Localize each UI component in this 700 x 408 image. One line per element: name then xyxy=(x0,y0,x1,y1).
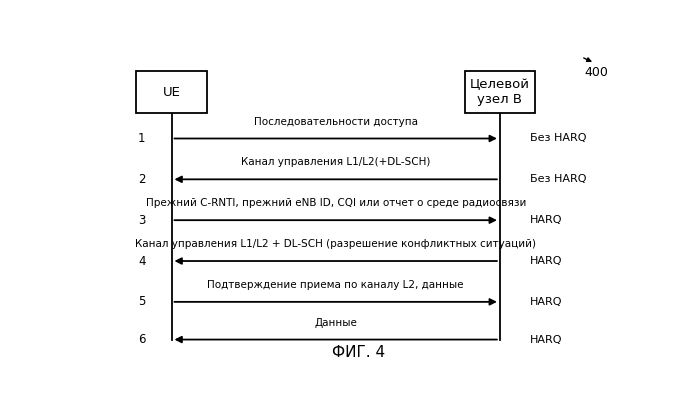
Text: Канал управления L1/L2(+DL-SCH): Канал управления L1/L2(+DL-SCH) xyxy=(241,157,430,167)
Text: 3: 3 xyxy=(138,214,146,227)
Text: HARQ: HARQ xyxy=(530,215,562,225)
Text: Целевой
узел В: Целевой узел В xyxy=(470,78,530,106)
Text: HARQ: HARQ xyxy=(530,335,562,345)
Text: Без HARQ: Без HARQ xyxy=(530,174,586,184)
Text: HARQ: HARQ xyxy=(530,297,562,307)
Text: Подтверждение приема по каналу L2, данные: Подтверждение приема по каналу L2, данны… xyxy=(207,280,464,290)
Text: UE: UE xyxy=(162,86,181,99)
Text: Без HARQ: Без HARQ xyxy=(530,133,586,144)
Text: 6: 6 xyxy=(138,333,146,346)
Text: 400: 400 xyxy=(584,66,608,79)
Text: Последовательности доступа: Последовательности доступа xyxy=(253,117,418,126)
Bar xyxy=(465,71,535,113)
Text: 2: 2 xyxy=(138,173,146,186)
Text: 5: 5 xyxy=(138,295,146,308)
Text: Данные: Данные xyxy=(314,317,357,328)
Text: HARQ: HARQ xyxy=(530,256,562,266)
Text: ФИГ. 4: ФИГ. 4 xyxy=(332,345,385,360)
Bar xyxy=(136,71,207,113)
Text: Прежний C-RNTI, прежний eNB ID, CQI или отчет о среде радиосвязи: Прежний C-RNTI, прежний eNB ID, CQI или … xyxy=(146,198,526,208)
Text: Канал управления L1/L2 + DL-SCH (разрешение конфликтных ситуаций): Канал управления L1/L2 + DL-SCH (разреше… xyxy=(135,239,536,249)
Text: 4: 4 xyxy=(138,255,146,268)
Text: 1: 1 xyxy=(138,132,146,145)
